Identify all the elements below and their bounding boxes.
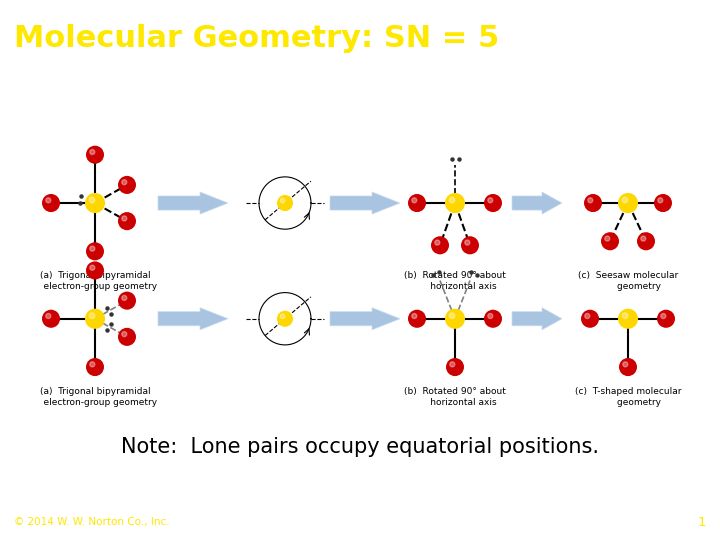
Circle shape — [118, 212, 136, 230]
Text: Note:  Lone pairs occupy equatorial positions.: Note: Lone pairs occupy equatorial posit… — [121, 436, 599, 456]
Circle shape — [86, 242, 104, 260]
Circle shape — [461, 236, 479, 254]
Circle shape — [584, 194, 602, 212]
Circle shape — [449, 197, 455, 203]
Circle shape — [623, 362, 628, 367]
Circle shape — [85, 309, 105, 329]
Circle shape — [90, 362, 95, 367]
Circle shape — [280, 198, 285, 203]
Circle shape — [601, 232, 619, 251]
Circle shape — [90, 150, 95, 154]
Text: 1: 1 — [697, 516, 706, 529]
Text: (c)  Seesaw molecular
        geometry: (c) Seesaw molecular geometry — [578, 272, 678, 291]
Text: (a)  Trigonal bipyramidal
    electron-group geometry: (a) Trigonal bipyramidal electron-group … — [32, 272, 158, 291]
Circle shape — [484, 309, 502, 328]
Circle shape — [465, 240, 470, 245]
Text: (b)  Rotated 90° about
      horizontal axis: (b) Rotated 90° about horizontal axis — [404, 387, 506, 407]
Circle shape — [118, 176, 136, 194]
Circle shape — [431, 236, 449, 254]
Polygon shape — [512, 192, 562, 214]
Text: (c)  T-shaped molecular
        geometry: (c) T-shaped molecular geometry — [575, 387, 681, 407]
Circle shape — [408, 309, 426, 328]
Polygon shape — [158, 308, 228, 330]
Circle shape — [622, 197, 628, 203]
Text: Molecular Geometry: SN = 5: Molecular Geometry: SN = 5 — [14, 24, 500, 53]
Circle shape — [412, 314, 417, 319]
Circle shape — [90, 265, 95, 270]
Circle shape — [658, 198, 663, 203]
Circle shape — [445, 309, 465, 329]
Circle shape — [42, 194, 60, 212]
Polygon shape — [158, 192, 228, 214]
Circle shape — [412, 198, 417, 203]
Circle shape — [622, 313, 628, 319]
Circle shape — [280, 314, 285, 319]
Circle shape — [657, 309, 675, 328]
Text: (b)  Rotated 90° about
      horizontal axis: (b) Rotated 90° about horizontal axis — [404, 272, 506, 291]
Circle shape — [122, 216, 127, 221]
Circle shape — [85, 193, 105, 213]
Circle shape — [122, 180, 127, 185]
Circle shape — [618, 309, 638, 329]
Circle shape — [581, 309, 599, 328]
Circle shape — [637, 232, 655, 251]
Circle shape — [86, 358, 104, 376]
Circle shape — [487, 198, 492, 203]
Circle shape — [446, 358, 464, 376]
Circle shape — [654, 194, 672, 212]
Circle shape — [618, 193, 638, 213]
Circle shape — [46, 314, 51, 319]
Polygon shape — [512, 308, 562, 330]
Circle shape — [408, 194, 426, 212]
Circle shape — [484, 194, 502, 212]
Text: © 2014 W. W. Norton Co., Inc.: © 2014 W. W. Norton Co., Inc. — [14, 517, 170, 528]
Circle shape — [86, 146, 104, 164]
Circle shape — [118, 292, 136, 309]
Circle shape — [619, 358, 637, 376]
Circle shape — [487, 314, 492, 319]
Circle shape — [86, 261, 104, 280]
Circle shape — [277, 195, 293, 211]
Circle shape — [588, 198, 593, 203]
Circle shape — [122, 332, 127, 336]
Circle shape — [89, 197, 95, 203]
Circle shape — [277, 310, 293, 327]
Circle shape — [89, 313, 95, 319]
Circle shape — [445, 193, 465, 213]
Circle shape — [90, 246, 95, 251]
Circle shape — [450, 362, 455, 367]
Circle shape — [46, 198, 51, 203]
Text: (a)  Trigonal bipyramidal
    electron-group geometry: (a) Trigonal bipyramidal electron-group … — [32, 387, 158, 407]
Polygon shape — [330, 308, 400, 330]
Circle shape — [641, 236, 646, 241]
Circle shape — [449, 313, 455, 319]
Circle shape — [118, 328, 136, 346]
Circle shape — [661, 314, 666, 319]
Polygon shape — [330, 192, 400, 214]
Circle shape — [435, 240, 440, 245]
Circle shape — [605, 236, 610, 241]
Circle shape — [585, 314, 590, 319]
Circle shape — [122, 295, 127, 300]
Circle shape — [42, 309, 60, 328]
